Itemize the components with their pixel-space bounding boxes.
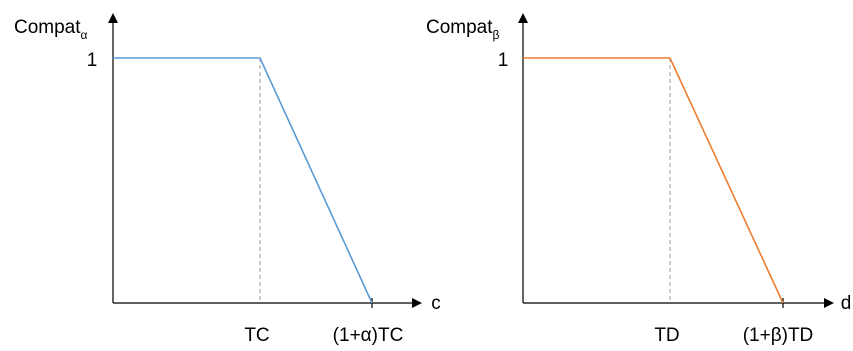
x-axis-label: c <box>431 293 441 314</box>
series-line <box>523 57 784 304</box>
y-axis-subscript: β <box>493 28 500 42</box>
y-axis-subscript: α <box>81 28 88 42</box>
x-tick-label: (1+β)TD <box>743 325 814 346</box>
x-tick-label: TC <box>244 325 269 346</box>
x-axis-label: d <box>841 293 852 314</box>
series-line <box>113 57 373 304</box>
y-axis-label: Compatβ <box>426 17 500 42</box>
y-tick-label: 1 <box>498 50 509 71</box>
x-tick-label: (1+α)TC <box>333 325 404 346</box>
y-tick-label: 1 <box>87 50 98 71</box>
x-tick-label: TD <box>654 325 679 346</box>
chart-beta: Compatβ 1 d TD (1+β)TD <box>426 13 852 346</box>
y-axis-label: Compatα <box>14 17 88 42</box>
chart-alpha: Compatα 1 c TC (1+α)TC <box>14 13 441 346</box>
